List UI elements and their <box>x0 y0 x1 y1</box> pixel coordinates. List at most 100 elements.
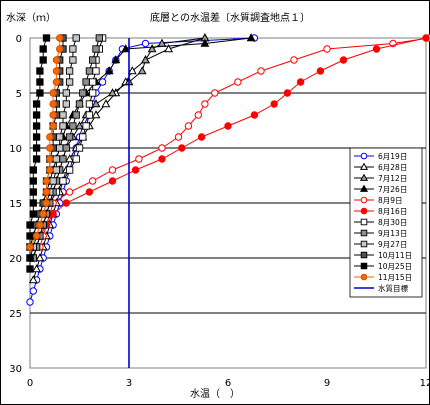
x-tick-labels: 0 3 6 9 12 <box>27 378 430 389</box>
data-point <box>29 188 37 196</box>
data-point <box>42 188 51 196</box>
data-point <box>201 100 209 108</box>
legend-label: 8月9日 <box>378 196 403 205</box>
data-point <box>95 34 103 42</box>
data-point <box>79 89 87 97</box>
data-point <box>46 166 54 174</box>
data-point <box>127 66 137 75</box>
series-11 <box>26 34 51 273</box>
data-point <box>197 133 206 141</box>
data-point <box>39 210 47 218</box>
series-line <box>29 37 47 269</box>
series-layer <box>26 33 430 306</box>
data-point <box>372 45 381 53</box>
data-point <box>32 100 41 108</box>
legend-item: 6月19日 <box>354 152 407 161</box>
data-point <box>85 111 94 119</box>
data-point <box>85 188 94 196</box>
data-point <box>82 78 90 86</box>
data-point <box>62 89 70 97</box>
data-point <box>121 44 131 53</box>
data-point <box>108 166 117 174</box>
data-point <box>26 243 34 251</box>
data-point <box>137 66 147 75</box>
data-point <box>108 177 117 185</box>
data-point <box>65 78 74 86</box>
data-point <box>194 111 203 119</box>
data-point <box>98 78 107 86</box>
data-point <box>62 199 71 207</box>
data-point <box>49 111 57 119</box>
y-tick-label: 10 <box>9 144 22 155</box>
data-point <box>32 232 41 240</box>
data-point <box>69 122 77 130</box>
data-point <box>59 122 67 130</box>
data-point <box>250 111 259 119</box>
legend-label: 11月15日 <box>378 273 412 282</box>
data-point <box>32 133 41 141</box>
data-point <box>26 221 34 229</box>
data-point <box>29 210 37 218</box>
data-point <box>85 67 94 75</box>
data-point <box>257 67 265 75</box>
legend-item: 10月25日 <box>354 262 412 271</box>
data-point <box>131 166 140 174</box>
legend-item: 9月27日 <box>354 240 407 249</box>
legend-item: 10月11日 <box>354 251 412 260</box>
data-point <box>246 33 256 42</box>
data-point <box>89 56 97 64</box>
data-point <box>92 67 100 75</box>
data-point <box>360 273 368 281</box>
data-point <box>59 177 67 185</box>
data-point <box>316 67 325 75</box>
data-point <box>85 100 94 108</box>
data-point <box>32 144 41 152</box>
x-tick-label: 9 <box>324 378 330 389</box>
data-point <box>89 89 97 97</box>
data-point <box>52 56 61 64</box>
x-axis-label: 水温（ ） <box>190 388 240 400</box>
data-point <box>52 67 61 75</box>
data-point <box>184 122 193 130</box>
data-point <box>32 122 41 130</box>
series-6 <box>36 34 430 240</box>
data-point <box>360 218 368 226</box>
data-point <box>46 144 54 152</box>
legend-label: 8月30日 <box>378 218 407 227</box>
data-point <box>52 166 61 174</box>
data-point <box>42 34 51 42</box>
data-point <box>147 44 157 53</box>
legend-item: 8月30日 <box>354 218 407 227</box>
legend-item: 8月16日 <box>354 207 407 216</box>
data-point <box>82 122 90 130</box>
y-tick-label: 5 <box>16 89 22 100</box>
data-point <box>360 240 368 248</box>
x-tick-label: 0 <box>27 378 33 389</box>
series-12 <box>26 34 64 251</box>
data-point <box>339 56 348 64</box>
data-point <box>72 34 80 42</box>
data-point <box>270 100 278 108</box>
data-point <box>224 122 232 130</box>
data-point <box>28 275 38 284</box>
data-point <box>46 133 54 141</box>
data-point <box>360 152 368 160</box>
data-point <box>360 251 368 259</box>
y-tick-label: 25 <box>9 309 22 320</box>
legend-label: 10月11日 <box>378 251 412 260</box>
data-point <box>422 34 430 42</box>
data-point <box>59 111 67 119</box>
legend-label: 6月19日 <box>378 152 407 161</box>
data-point <box>39 56 47 64</box>
data-point <box>359 184 369 192</box>
data-point <box>360 196 368 204</box>
data-point <box>101 99 111 108</box>
x-tick-label: 12 <box>420 378 430 389</box>
y-axis-label: 水深（ｍ） <box>6 12 56 24</box>
chart-title: 底層との水温差〔水質調査地点１〕 <box>150 11 310 24</box>
data-point <box>49 100 57 108</box>
data-point <box>56 133 64 141</box>
data-point <box>296 78 305 86</box>
y-tick-label: 0 <box>16 34 22 45</box>
